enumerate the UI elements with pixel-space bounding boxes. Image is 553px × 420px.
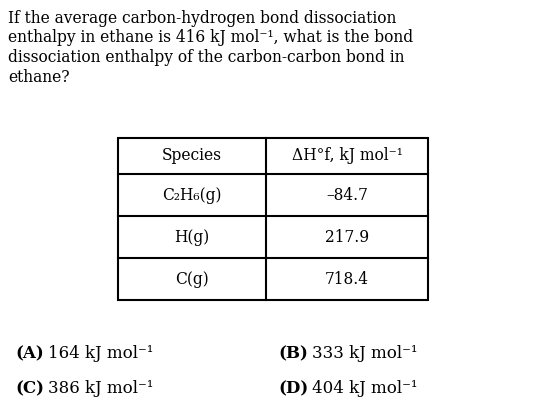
Text: ΔH°f, kJ mol⁻¹: ΔH°f, kJ mol⁻¹ (291, 147, 403, 165)
Text: C₂H₆(g): C₂H₆(g) (162, 186, 222, 204)
Text: Species: Species (162, 147, 222, 165)
Text: enthalpy in ethane is 416 kJ mol⁻¹, what is the bond: enthalpy in ethane is 416 kJ mol⁻¹, what… (8, 29, 413, 47)
Text: 333 kJ mol⁻¹: 333 kJ mol⁻¹ (312, 345, 418, 362)
Text: (C): (C) (15, 380, 44, 397)
Text: (D): (D) (278, 380, 308, 397)
Text: ethane?: ethane? (8, 68, 70, 86)
Text: 718.4: 718.4 (325, 270, 369, 288)
Text: If the average carbon-hydrogen bond dissociation: If the average carbon-hydrogen bond diss… (8, 10, 397, 27)
Text: H(g): H(g) (174, 228, 210, 246)
Text: (A): (A) (15, 345, 44, 362)
Text: 164 kJ mol⁻¹: 164 kJ mol⁻¹ (48, 345, 153, 362)
Bar (118, 138, 428, 300)
Text: C(g): C(g) (175, 270, 209, 288)
Text: 404 kJ mol⁻¹: 404 kJ mol⁻¹ (312, 380, 418, 397)
Text: 217.9: 217.9 (325, 228, 369, 246)
Text: 386 kJ mol⁻¹: 386 kJ mol⁻¹ (48, 380, 153, 397)
Text: dissociation enthalpy of the carbon-carbon bond in: dissociation enthalpy of the carbon-carb… (8, 49, 404, 66)
Text: (B): (B) (278, 345, 308, 362)
Text: –84.7: –84.7 (326, 186, 368, 204)
